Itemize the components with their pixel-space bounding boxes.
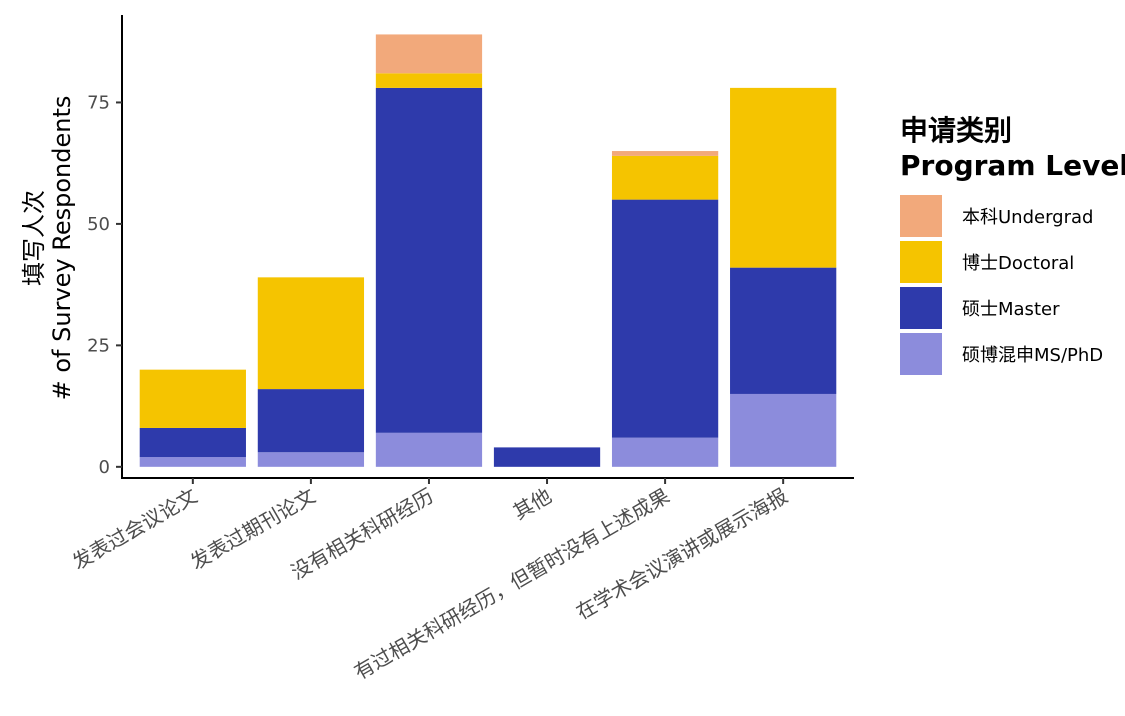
legend-swatch bbox=[900, 241, 942, 283]
legend-title-line2: Program Level bbox=[900, 149, 1125, 182]
legend-swatch bbox=[900, 287, 942, 329]
axes-group bbox=[121, 15, 854, 479]
y-tick-label: 75 bbox=[87, 92, 110, 113]
legend-swatch bbox=[900, 333, 942, 375]
y-axis-title-line1: 填写人次 bbox=[20, 190, 48, 286]
bar-segment-1-1 bbox=[257, 389, 365, 453]
legend: 申请类别 Program Level 本科Undergrad 博士Doctoral… bbox=[900, 114, 1125, 375]
legend-label: 硕博混申MS/PhD bbox=[962, 345, 1103, 366]
y-tick-label: 25 bbox=[87, 335, 110, 356]
bar-segment-2-2 bbox=[375, 73, 483, 88]
legend-title-line1: 申请类别 bbox=[900, 114, 1012, 147]
legend-label: 本科Undergrad bbox=[962, 207, 1093, 228]
bar-segment-2-1 bbox=[375, 87, 483, 433]
bar-segment-4-2 bbox=[611, 155, 719, 200]
legend-label: 硕士Master bbox=[962, 299, 1060, 320]
bars-group bbox=[139, 34, 837, 467]
bar-segment-0-2 bbox=[139, 369, 246, 428]
bar-segment-0-1 bbox=[139, 427, 246, 458]
legend-label: 博士Doctoral bbox=[962, 253, 1074, 274]
x-tick-label: 在学术会议演讲或展示海报 bbox=[572, 484, 792, 625]
x-tick-label: 其他 bbox=[509, 484, 556, 525]
bar-segment-5-0 bbox=[730, 393, 837, 467]
bar-segment-5-2 bbox=[730, 87, 837, 268]
bar-segment-1-2 bbox=[257, 277, 365, 390]
y-ticks-group: 0 25 50 75 bbox=[87, 92, 122, 478]
bar-segment-4-1 bbox=[611, 199, 719, 438]
y-tick-label: 0 bbox=[99, 457, 110, 478]
y-axis-title-line2: # of Survey Respondents bbox=[48, 96, 76, 401]
bar-segment-3-1 bbox=[493, 447, 601, 467]
bar-segment-2-3 bbox=[375, 34, 483, 74]
legend-swatch bbox=[900, 195, 942, 237]
bar-segment-0-0 bbox=[139, 457, 246, 467]
bar-segment-4-0 bbox=[611, 437, 719, 467]
bar-segment-1-0 bbox=[257, 452, 365, 467]
x-tick-label: 发表过会议论文 bbox=[68, 484, 201, 575]
bar-segment-4-3 bbox=[611, 151, 719, 156]
bar-segment-2-0 bbox=[375, 432, 483, 467]
y-tick-label: 50 bbox=[87, 214, 110, 235]
legend-items: 本科Undergrad 博士Doctoral 硕士Master 硕博混申MS/PhD bbox=[900, 195, 1103, 375]
bar-segment-5-1 bbox=[730, 267, 837, 394]
